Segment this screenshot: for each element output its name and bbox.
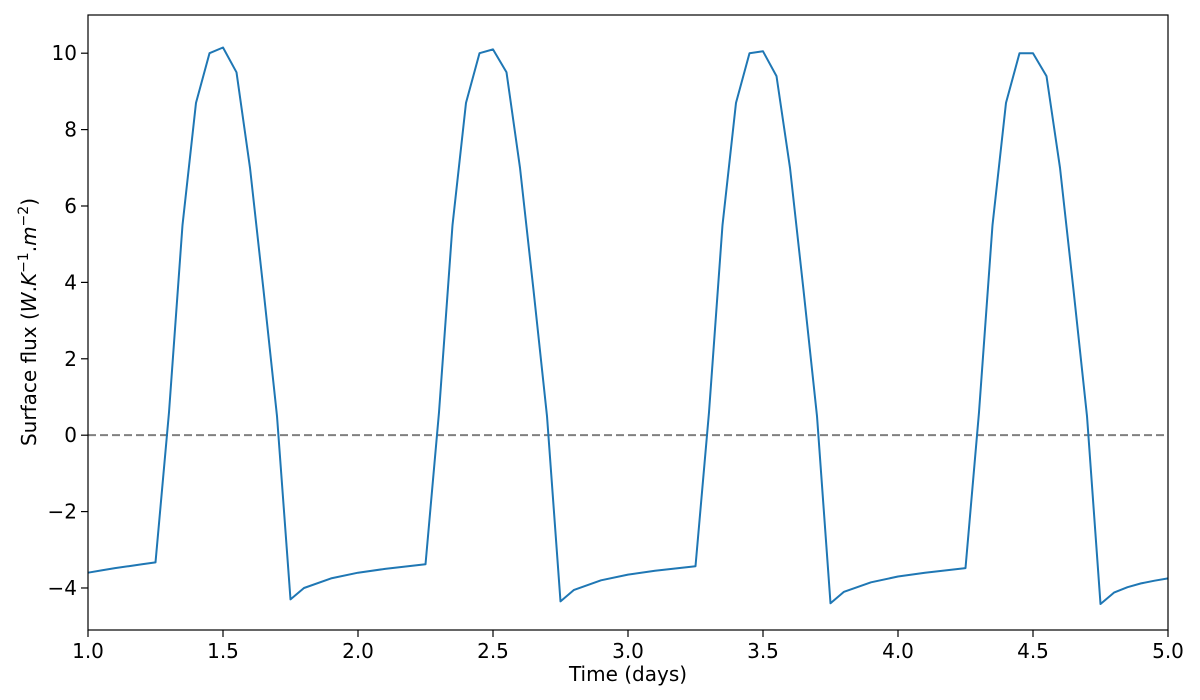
x-axis-label: Time (days) bbox=[568, 662, 687, 686]
x-tick-label: 5.0 bbox=[1152, 639, 1184, 663]
x-tick-label: 3.5 bbox=[747, 639, 779, 663]
y-tick-label: 4 bbox=[64, 270, 77, 294]
y-tick-label: 8 bbox=[64, 118, 77, 142]
surface-flux-line bbox=[87, 46, 1169, 605]
y-tick-label: −4 bbox=[48, 576, 77, 600]
x-tick-label: 1.5 bbox=[207, 639, 239, 663]
x-tick-label: 2.5 bbox=[477, 639, 509, 663]
x-tick-label: 4.5 bbox=[1017, 639, 1049, 663]
y-tick-label: 0 bbox=[64, 423, 77, 447]
y-tick-label: −2 bbox=[48, 500, 77, 524]
y-axis-label: Surface flux (W.K−1.m−2) bbox=[16, 198, 41, 446]
y-tick-label: 2 bbox=[64, 347, 77, 371]
y-tick-label: 6 bbox=[64, 194, 77, 218]
x-tick-label: 3.0 bbox=[612, 639, 644, 663]
plot-frame bbox=[87, 14, 1169, 631]
plot-background bbox=[88, 15, 1168, 630]
x-tick-label: 2.0 bbox=[342, 639, 374, 663]
x-axis-ticks: 1.0 1.5 2.0 2.5 3.0 3.5 4.0 4.5 5.0 bbox=[72, 630, 1184, 663]
y-axis-ticks: −4 −2 0 2 4 6 8 10 bbox=[48, 41, 88, 600]
x-tick-label: 4.0 bbox=[882, 639, 914, 663]
x-tick-label: 1.0 bbox=[72, 639, 104, 663]
y-tick-label: 10 bbox=[52, 41, 77, 65]
